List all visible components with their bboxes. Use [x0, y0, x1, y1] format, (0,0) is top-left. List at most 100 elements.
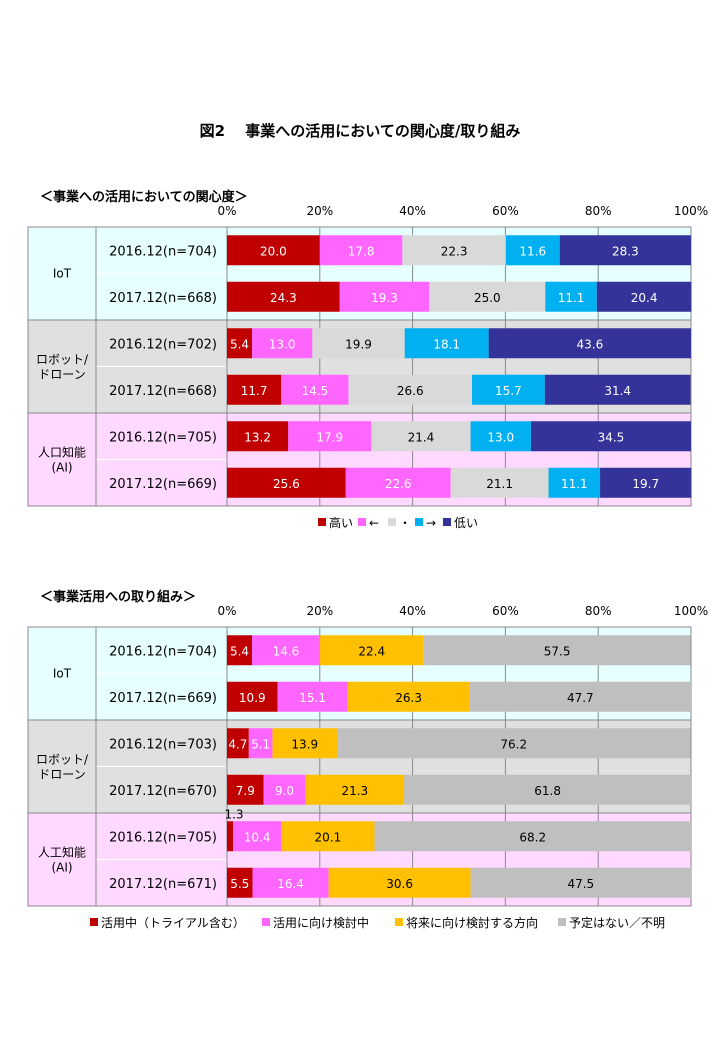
- bar-segment: [281, 374, 349, 405]
- data-label: 17.8: [348, 244, 375, 258]
- bar-segment: [596, 281, 692, 312]
- data-label: 18.1: [433, 337, 460, 351]
- data-label: 17.9: [316, 430, 343, 444]
- data-label: 22.3: [441, 244, 468, 258]
- legend-swatch: [443, 518, 451, 526]
- bar-segment: [305, 774, 405, 805]
- bar-segment: [371, 421, 471, 452]
- group-label: ロボット/ドローン: [36, 753, 89, 782]
- data-label: 20.0: [260, 244, 287, 258]
- group-label: 人口知能(AI): [38, 446, 86, 475]
- bar-segment: [227, 821, 234, 852]
- group-label-line: (AI): [51, 461, 72, 475]
- data-label: 16.4: [277, 877, 304, 891]
- group-label-line: ドローン: [38, 768, 85, 782]
- data-label: 43.6: [576, 337, 603, 351]
- bar-segment: [488, 328, 691, 359]
- bar-segment: [339, 281, 430, 312]
- group-label-cell: [27, 226, 97, 321]
- row-label: 2017.12(n=669): [109, 691, 217, 706]
- group-label-line: IoT: [53, 667, 72, 681]
- x-tick-label: 80%: [585, 604, 612, 618]
- data-label: 14.6: [273, 644, 300, 658]
- data-label: 47.7: [567, 691, 594, 705]
- legend-swatch: [262, 918, 270, 926]
- x-tick-label: 20%: [306, 604, 333, 618]
- row-label: 2017.12(n=670): [109, 784, 217, 799]
- bar-segment: [544, 374, 691, 405]
- bar-segment: [227, 328, 253, 359]
- chart-title-interest: ＜事業への活用においての関心度＞: [40, 190, 248, 205]
- data-label: 19.3: [371, 291, 398, 305]
- row-label: 2016.12(n=705): [109, 830, 217, 845]
- legend-label: →: [426, 516, 436, 530]
- group-label-line: ロボット/: [36, 753, 89, 767]
- group-label: IoT: [53, 267, 72, 281]
- row-label: 2016.12(n=704): [109, 644, 217, 659]
- x-tick-label: 60%: [492, 604, 519, 618]
- bar-segment: [281, 821, 375, 852]
- legend-label: ・: [399, 516, 411, 530]
- legend-label: 将来に向け検討する方向: [406, 915, 538, 930]
- bar-segment: [227, 681, 278, 712]
- group-label-line: (AI): [51, 861, 72, 875]
- bar-segment: [227, 728, 249, 759]
- group-label-cell: [27, 719, 97, 814]
- data-label: 19.9: [345, 337, 372, 351]
- data-label: 76.2: [500, 737, 527, 751]
- data-label: 11.6: [519, 244, 546, 258]
- chart-title-initiative: ＜事業活用への取り組み＞: [40, 590, 197, 605]
- group-label-line: 人工知能: [38, 846, 86, 860]
- x-tick-label: 0%: [217, 604, 236, 618]
- bar-segment: [559, 235, 691, 266]
- row-label: 2016.12(n=703): [109, 737, 217, 752]
- group-label-cell: [27, 319, 97, 414]
- data-label: 26.3: [395, 691, 422, 705]
- data-label: 34.5: [598, 430, 625, 444]
- bar-segment: [450, 467, 549, 498]
- group-label-line: 人口知能: [38, 446, 86, 460]
- data-label: 5.5: [230, 877, 249, 891]
- data-label: 22.4: [358, 644, 385, 658]
- bar-segment: [252, 635, 320, 666]
- data-label: 5.4: [230, 644, 249, 658]
- data-label: 15.7: [495, 384, 522, 398]
- data-label: 20.1: [315, 830, 342, 844]
- data-label: 11.7: [241, 384, 268, 398]
- bar-segment: [423, 635, 691, 666]
- bar-segment: [227, 281, 340, 312]
- data-label: 61.8: [534, 784, 561, 798]
- bar-segment: [374, 821, 691, 852]
- bar-segment: [336, 728, 691, 759]
- data-label: 11.1: [561, 477, 588, 491]
- row-label: 2017.12(n=668): [109, 384, 217, 399]
- x-tick-label: 100%: [674, 604, 708, 618]
- row-label: 2016.12(n=702): [109, 337, 217, 352]
- legend-swatch: [415, 518, 423, 526]
- x-tick-label: 20%: [306, 204, 333, 218]
- x-tick-label: 40%: [399, 604, 426, 618]
- bar-segment: [252, 328, 313, 359]
- group-label: ロボット/ドローン: [36, 353, 89, 382]
- group-label: 人工知能(AI): [38, 846, 86, 875]
- x-tick-label: 60%: [492, 204, 519, 218]
- row-label: 2017.12(n=669): [109, 477, 217, 492]
- group-label-cell: [27, 412, 97, 507]
- legend-label: 予定はない／不明: [569, 915, 665, 930]
- bar-segment: [288, 421, 372, 452]
- data-label: 4.7: [228, 737, 247, 751]
- bar-segment: [402, 235, 506, 266]
- bar-segment: [530, 421, 691, 452]
- bar-segment: [227, 374, 282, 405]
- row-label: 2017.12(n=668): [109, 291, 217, 306]
- bar-segment: [348, 374, 472, 405]
- legend-swatch: [388, 518, 396, 526]
- row-label: 2016.12(n=704): [109, 244, 217, 259]
- bar-segment: [600, 467, 692, 498]
- bar-segment: [227, 421, 289, 452]
- data-label: 14.5: [302, 384, 329, 398]
- bar-segment: [227, 235, 320, 266]
- group-label: IoT: [53, 667, 72, 681]
- data-label: 13.0: [269, 337, 296, 351]
